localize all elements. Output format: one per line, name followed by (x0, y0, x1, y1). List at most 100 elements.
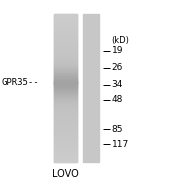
Bar (54, 112, 77, 113)
Bar (54, 33, 77, 34)
Bar (54, 135, 77, 136)
Bar (54, 141, 77, 142)
Bar (54, 136, 77, 137)
Bar (54, 48, 77, 49)
Bar (54, 25, 77, 26)
Bar (54, 37, 77, 38)
Bar (54, 124, 77, 125)
Bar (54, 90, 77, 91)
Bar (54, 106, 77, 107)
Bar (54, 154, 77, 155)
Bar (54, 29, 77, 30)
Bar (54, 155, 77, 156)
Bar (54, 88, 77, 89)
Bar (54, 161, 77, 162)
Bar (54, 148, 77, 149)
Bar (54, 114, 77, 115)
Bar (54, 23, 77, 24)
Bar (54, 61, 77, 62)
Bar (54, 86, 77, 87)
Bar (54, 66, 77, 67)
Bar (54, 16, 77, 17)
Bar (54, 45, 77, 46)
Bar (54, 37, 77, 38)
Bar (54, 60, 77, 61)
Bar (54, 102, 77, 103)
Bar (54, 30, 77, 31)
Bar (54, 84, 77, 85)
Bar (54, 76, 77, 77)
Bar (54, 24, 77, 25)
Bar (54, 25, 77, 26)
Bar (54, 100, 77, 101)
Bar (54, 133, 77, 134)
Bar (54, 111, 77, 112)
Bar (83, 14, 99, 162)
Text: 26: 26 (112, 64, 123, 73)
Bar (54, 122, 77, 123)
Bar (54, 58, 77, 59)
Bar (54, 116, 77, 117)
Bar (54, 63, 77, 64)
Bar (54, 38, 77, 39)
Text: 34: 34 (112, 80, 123, 89)
Bar (54, 132, 77, 133)
Bar (54, 69, 77, 70)
Bar (54, 69, 77, 70)
Bar (54, 115, 77, 116)
Bar (54, 89, 77, 90)
Bar (54, 28, 77, 29)
Text: 19: 19 (112, 46, 123, 55)
Bar (54, 14, 77, 15)
Bar (54, 113, 77, 114)
Bar (54, 21, 77, 22)
Bar (54, 44, 77, 45)
Text: LOVO: LOVO (52, 169, 79, 179)
Bar (54, 81, 77, 82)
Bar (54, 78, 77, 79)
Bar (54, 20, 77, 21)
Bar (54, 137, 77, 138)
Text: 48: 48 (112, 95, 123, 104)
Bar (54, 148, 77, 149)
Bar (54, 66, 77, 67)
Bar (54, 127, 77, 128)
Bar (54, 97, 77, 98)
Bar (54, 136, 77, 137)
Bar (54, 74, 77, 75)
Bar (54, 108, 77, 109)
Bar (54, 135, 77, 136)
Bar (54, 111, 77, 112)
Bar (54, 55, 77, 56)
Bar (54, 39, 77, 40)
Bar (54, 86, 77, 87)
Bar (54, 52, 77, 53)
Bar (54, 129, 77, 130)
Bar (54, 128, 77, 129)
Bar (54, 77, 77, 78)
Bar (54, 32, 77, 33)
Bar (54, 144, 77, 145)
Bar (54, 90, 77, 91)
Bar (54, 78, 77, 79)
Bar (54, 109, 77, 110)
Bar (54, 44, 77, 45)
Bar (54, 95, 77, 96)
Bar (54, 60, 77, 61)
Bar (54, 46, 77, 47)
Bar (54, 57, 77, 58)
Bar (54, 51, 77, 52)
Bar (54, 47, 77, 48)
Bar (54, 143, 77, 144)
Bar (54, 107, 77, 108)
Bar (54, 157, 77, 158)
Bar (54, 43, 77, 44)
Bar (54, 150, 77, 151)
Bar (54, 151, 77, 152)
Bar (54, 112, 77, 113)
Bar (54, 75, 77, 76)
Bar (54, 142, 77, 143)
Bar (54, 76, 77, 77)
Bar (54, 128, 77, 129)
Bar (54, 121, 77, 122)
